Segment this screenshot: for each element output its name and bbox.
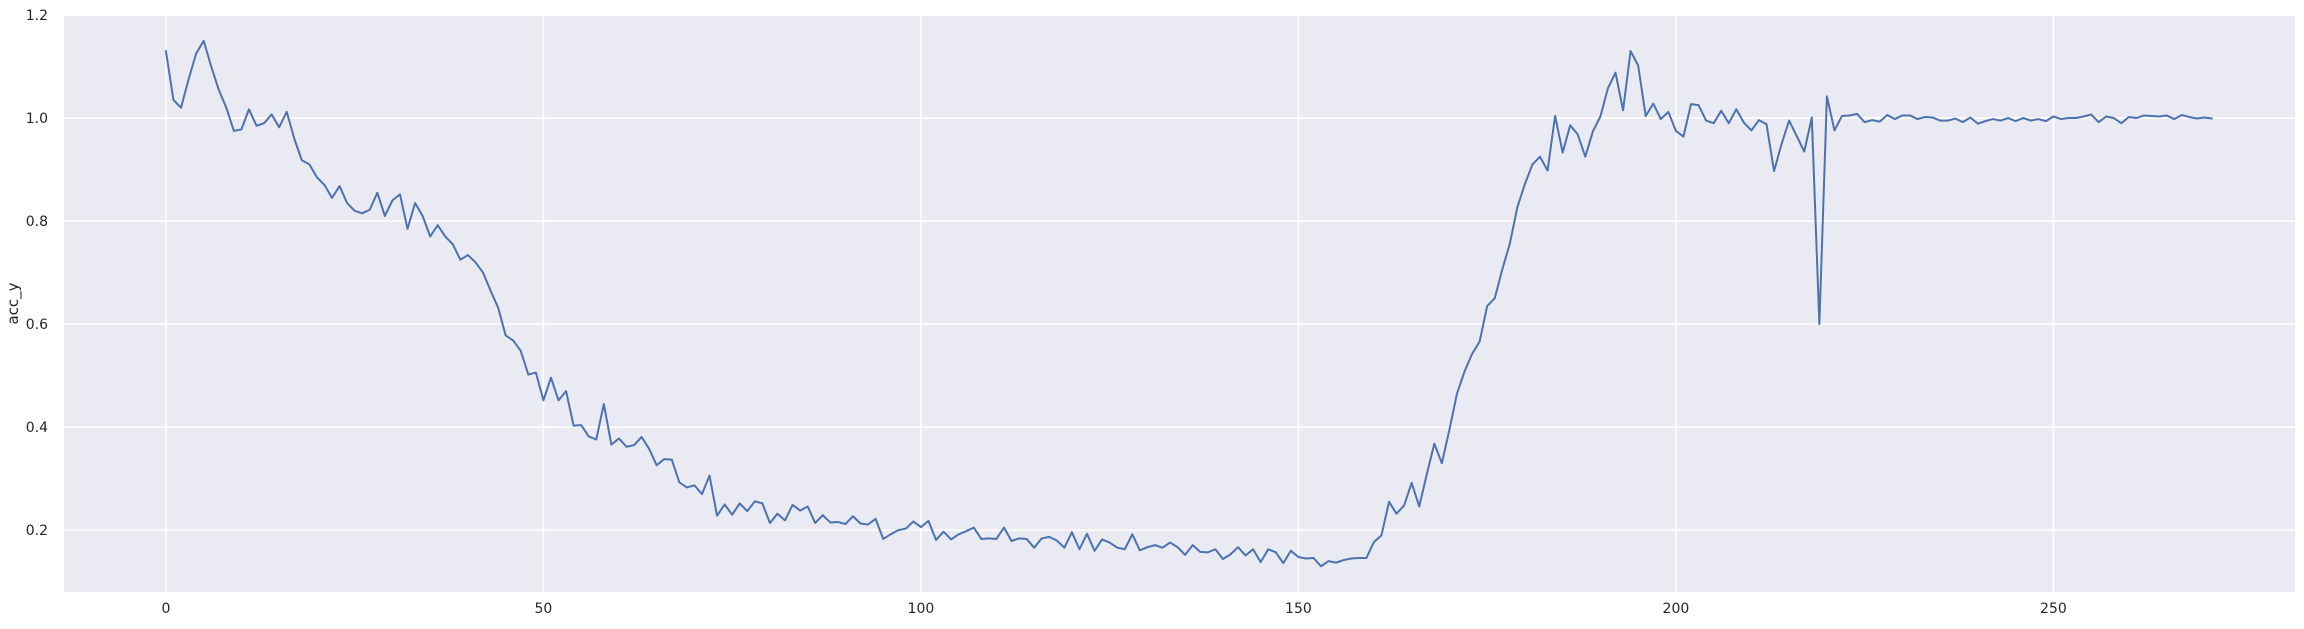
y-tick-label: 0.6 — [26, 317, 48, 333]
y-tick-label: 0.2 — [26, 523, 48, 539]
grid-lines — [64, 14, 2295, 592]
series-line — [164, 39, 2213, 568]
x-tick-label: 200 — [1663, 601, 1690, 617]
y-tick-label: 0.8 — [26, 214, 48, 230]
y-axis-label: acc_y — [4, 282, 23, 324]
x-tick-label: 50 — [535, 601, 553, 617]
x-tick-label: 150 — [1285, 601, 1312, 617]
x-tick-labels: 0 50 100 150 200 250 — [161, 601, 2066, 617]
y-tick-label: 0.4 — [26, 420, 48, 436]
x-tick-label: 100 — [908, 601, 935, 617]
plot-background — [64, 15, 2295, 592]
y-tick-label: 1.0 — [26, 111, 48, 127]
y-tick-labels: 0.2 0.4 0.6 0.8 1.0 1.2 — [26, 8, 48, 539]
y-tick-label: 1.2 — [26, 8, 48, 24]
x-tick-label: 0 — [161, 601, 170, 617]
series-layer — [164, 39, 2213, 568]
x-tick-label: 250 — [2040, 601, 2067, 617]
